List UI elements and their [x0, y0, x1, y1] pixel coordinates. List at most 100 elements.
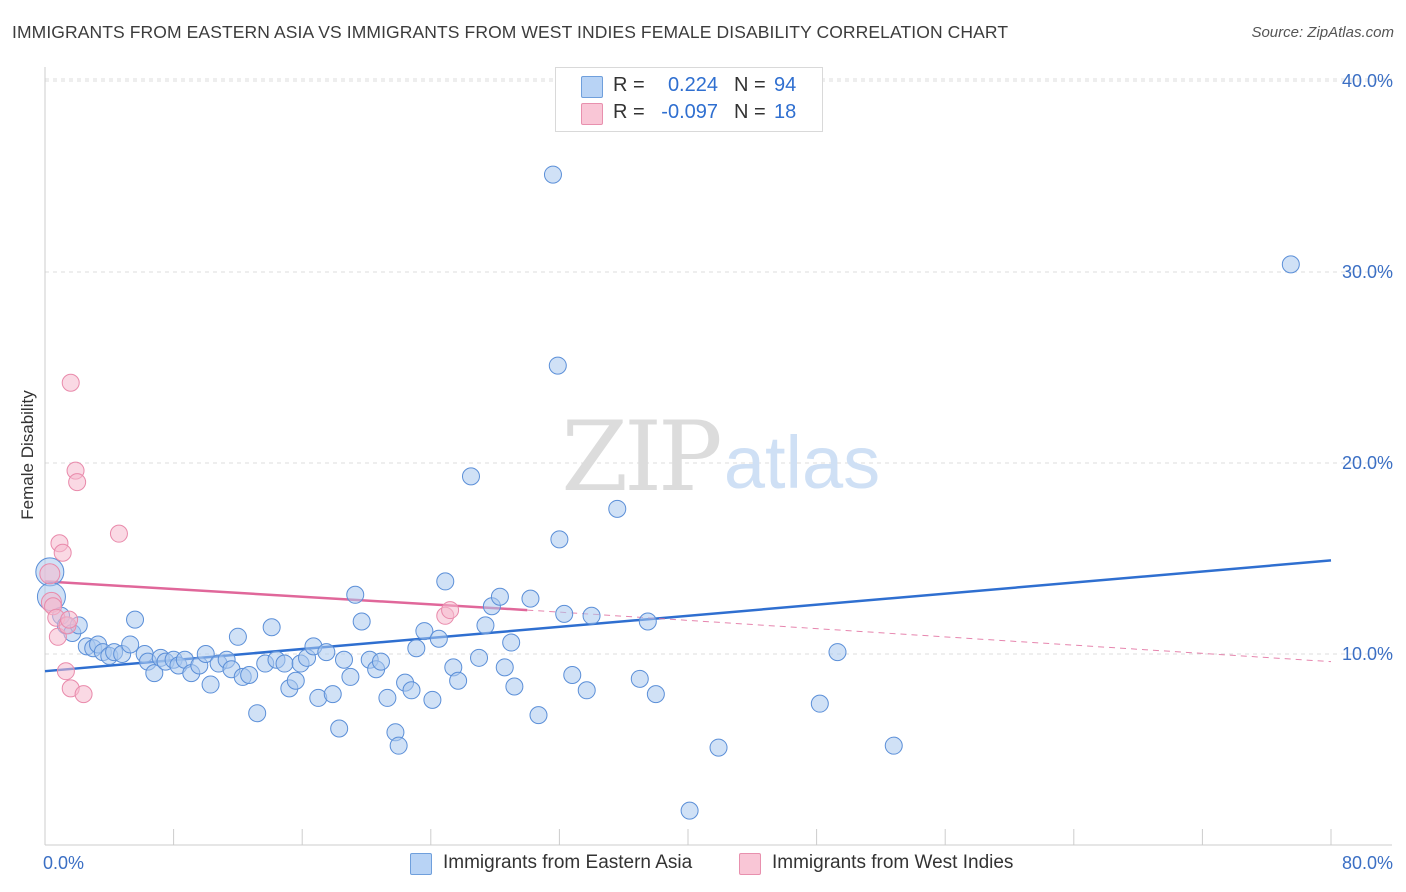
point-eastern-asia	[323, 685, 342, 704]
stats-n-value: 18	[774, 101, 797, 123]
point-eastern-asia	[126, 610, 145, 629]
point-west-indies	[74, 685, 93, 704]
point-eastern-asia	[521, 589, 540, 608]
point-eastern-asia	[470, 648, 489, 667]
point-eastern-asia	[371, 652, 390, 671]
point-eastern-asia	[341, 667, 360, 686]
legend: Immigrants from Eastern Asia Immigrants …	[0, 851, 1406, 879]
point-eastern-asia	[407, 639, 426, 658]
legend-label-eastern-asia: Immigrants from Eastern Asia	[443, 852, 693, 873]
trend-line-eastern-asia	[44, 559, 1332, 673]
stats-r-value: 0.224	[667, 74, 718, 96]
point-eastern-asia	[548, 356, 567, 375]
point-eastern-asia	[529, 706, 548, 725]
point-west-indies	[109, 524, 128, 543]
grid-layer	[45, 78, 1392, 655]
point-west-indies	[60, 610, 79, 629]
y-tick-label: 40.0%	[1342, 71, 1393, 91]
point-west-indies	[441, 601, 460, 620]
point-eastern-asia	[415, 622, 434, 641]
point-eastern-asia	[577, 681, 596, 700]
point-west-indies	[39, 563, 61, 585]
point-eastern-asia	[502, 633, 521, 652]
point-eastern-asia	[638, 612, 657, 631]
point-eastern-asia	[476, 616, 495, 635]
point-eastern-asia	[240, 666, 259, 685]
point-eastern-asia	[196, 645, 215, 663]
point-eastern-asia	[352, 612, 371, 631]
point-eastern-asia	[543, 165, 562, 184]
legend-label-west-indies: Immigrants from West Indies	[772, 852, 1014, 873]
point-eastern-asia	[461, 467, 480, 486]
watermark: ZIP atlas	[561, 401, 880, 513]
point-eastern-asia	[330, 719, 349, 738]
point-eastern-asia	[630, 669, 649, 688]
point-eastern-asia	[378, 688, 397, 707]
stats-n-label: N =	[734, 101, 766, 123]
source-note: Source: ZipAtlas.com	[1251, 24, 1394, 41]
point-eastern-asia	[490, 587, 509, 606]
point-eastern-asia	[201, 675, 220, 694]
point-eastern-asia	[334, 650, 353, 669]
point-eastern-asia	[346, 585, 365, 604]
y-tick-label: 30.0%	[1342, 262, 1393, 282]
y-tick-label: 20.0%	[1342, 453, 1393, 473]
legend-swatch-west-indies	[739, 853, 761, 875]
trend-layer	[44, 559, 1332, 673]
point-eastern-asia	[563, 666, 582, 685]
legend-swatch-eastern-asia	[410, 853, 432, 875]
point-eastern-asia	[436, 572, 455, 591]
x-tick-label: 0.0%	[43, 853, 84, 873]
point-eastern-asia	[286, 671, 305, 690]
x-tick-label: 80.0%	[1342, 853, 1393, 873]
point-eastern-asia	[389, 736, 408, 755]
trend-extension	[527, 609, 1332, 663]
point-eastern-asia	[550, 530, 569, 549]
point-eastern-asia	[449, 671, 468, 690]
point-eastern-asia	[555, 604, 574, 623]
point-eastern-asia	[828, 643, 847, 662]
point-eastern-asia	[248, 704, 267, 723]
point-eastern-asia	[262, 618, 281, 637]
tick-label-layer: 10.0% 20.0% 30.0% 40.0% 0.0% 80.0%	[43, 71, 1393, 873]
point-eastern-asia	[423, 690, 442, 709]
point-eastern-asia	[495, 658, 514, 677]
point-eastern-asia	[608, 499, 627, 518]
point-west-indies	[48, 627, 67, 646]
point-west-indies	[53, 543, 72, 562]
point-eastern-asia	[582, 606, 601, 625]
stats-swatch-eastern-asia	[581, 76, 603, 98]
point-eastern-asia	[505, 677, 524, 696]
point-eastern-asia	[429, 629, 448, 648]
point-eastern-asia	[275, 654, 294, 673]
stats-r-value: -0.097	[661, 101, 718, 123]
stats-box: R = 0.224 N = 94 R = -0.097 N = 18	[555, 67, 823, 132]
point-eastern-asia	[1281, 255, 1300, 274]
point-eastern-asia	[402, 681, 421, 700]
point-eastern-asia	[145, 664, 164, 683]
point-eastern-asia	[121, 635, 140, 654]
y-tick-label: 10.0%	[1342, 644, 1393, 664]
chart-title: IMMIGRANTS FROM EASTERN ASIA VS IMMIGRAN…	[12, 22, 1009, 42]
watermark-zip: ZIP	[561, 401, 720, 513]
stats-n-value: 94	[774, 74, 797, 96]
point-west-indies	[61, 373, 80, 392]
watermark-atlas: atlas	[724, 421, 880, 504]
point-eastern-asia	[709, 738, 728, 757]
stats-row-eastern-asia: R = 0.224 N = 94	[556, 74, 822, 100]
points-layer	[35, 165, 1300, 820]
point-eastern-asia	[810, 694, 829, 713]
point-eastern-asia	[228, 627, 247, 646]
point-eastern-asia	[884, 736, 903, 755]
point-west-indies	[68, 473, 87, 492]
stats-swatch-west-indies	[581, 103, 603, 125]
stats-n-label: N =	[734, 74, 766, 96]
point-eastern-asia	[317, 643, 336, 662]
axis-layer	[44, 67, 1392, 846]
point-eastern-asia	[680, 801, 699, 820]
stats-row-west-indies: R = -0.097 N = 18	[556, 101, 822, 127]
stats-r-label: R =	[613, 101, 645, 123]
point-west-indies	[56, 662, 75, 681]
point-eastern-asia	[646, 685, 665, 704]
